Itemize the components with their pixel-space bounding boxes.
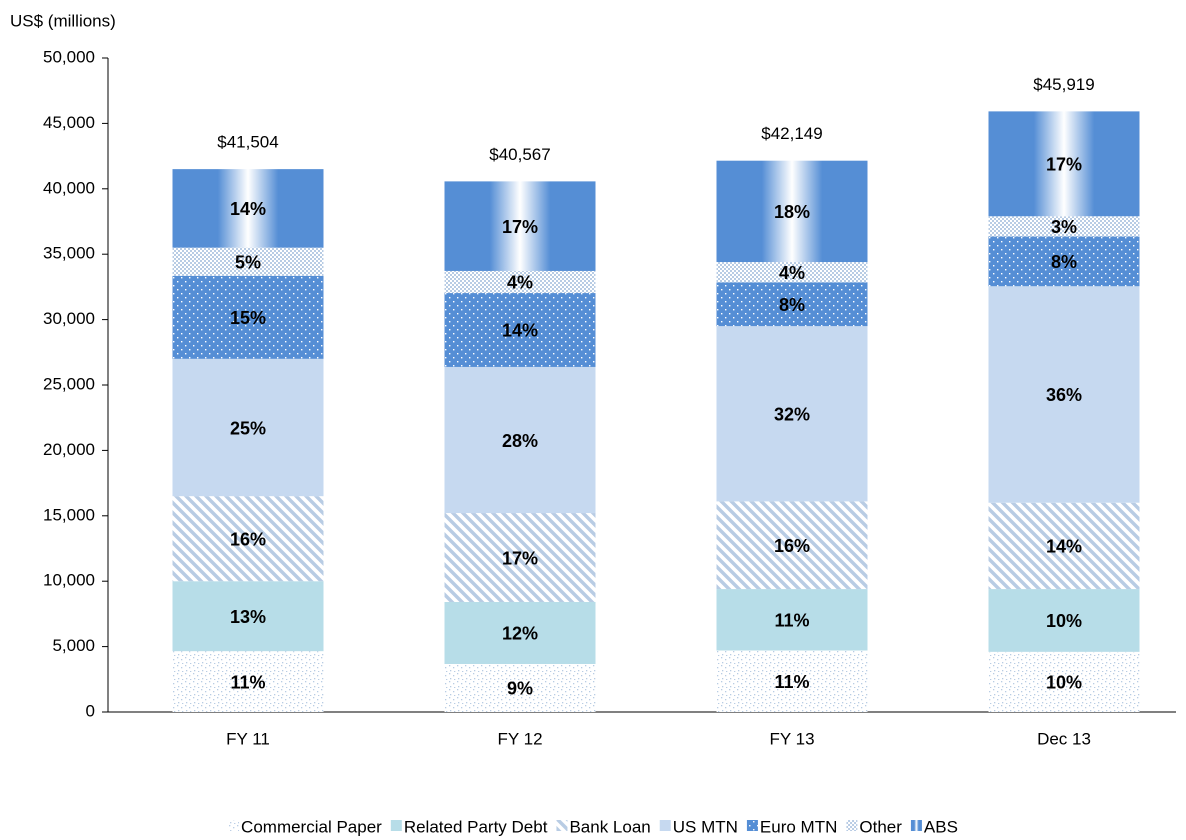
y-tick-label: 15,000 (43, 505, 95, 524)
y-tick-label: 0 (86, 701, 95, 720)
bar-segment (172, 651, 324, 712)
bar-segment (716, 160, 868, 263)
bar-segment (988, 216, 1140, 237)
y-tick-label: 35,000 (43, 244, 95, 263)
bar-segment (444, 663, 596, 712)
bar-segment (172, 169, 324, 248)
segment-label: 32% (774, 405, 810, 425)
segment-label: 10% (1046, 611, 1082, 631)
bar-segment (172, 275, 324, 359)
bar-segment (716, 650, 868, 712)
bar-segment (988, 502, 1140, 590)
legend-label: Bank Loan (569, 817, 650, 836)
segment-label: 9% (507, 679, 533, 699)
x-tick-label: FY 13 (769, 729, 814, 748)
segment-label: 16% (230, 529, 266, 549)
x-tick-label: FY 11 (226, 729, 270, 748)
y-tick-label: 40,000 (43, 178, 95, 197)
bar-segment (444, 601, 596, 664)
segment-label: 28% (502, 431, 538, 451)
bar-segment (988, 236, 1140, 287)
segment-label: 4% (779, 263, 805, 283)
segment-label: 3% (1051, 217, 1077, 237)
legend-swatch (228, 820, 240, 831)
y-tick-label: 10,000 (43, 571, 95, 590)
segment-label: 13% (230, 607, 266, 627)
segment-label: 17% (1046, 155, 1082, 175)
bar-segment (444, 513, 596, 602)
legend-label: ABS (924, 817, 958, 836)
segment-label: 17% (502, 548, 538, 568)
segment-label: 10% (1046, 673, 1082, 693)
total-label: $42,149 (761, 124, 822, 143)
segment-label: 14% (230, 199, 266, 219)
legend-label: Commercial Paper (241, 817, 382, 836)
segment-label: 18% (774, 202, 810, 222)
legend-label: Euro MTN (760, 817, 837, 836)
segment-label: 14% (502, 321, 538, 341)
segment-label: 14% (1046, 537, 1082, 557)
legend-swatch (910, 820, 922, 831)
segment-label: 11% (230, 672, 265, 692)
segment-label: 17% (502, 217, 538, 237)
x-tick-label: FY 12 (497, 729, 542, 748)
bar-segment (444, 366, 596, 514)
y-tick-label: 20,000 (43, 440, 95, 459)
bar-segment (988, 589, 1140, 652)
legend-label: Related Party Debt (404, 817, 548, 836)
bar-segment (716, 501, 868, 590)
bar-segment (444, 293, 596, 367)
segment-label: 11% (774, 672, 809, 692)
y-tick-label: 5,000 (52, 636, 95, 655)
bar-segment (988, 286, 1140, 503)
bar-segment (172, 247, 324, 276)
segment-label: 16% (774, 536, 810, 556)
segment-label: 8% (779, 295, 805, 315)
bar-segment (172, 496, 324, 582)
bar-segment (716, 589, 868, 651)
segment-label: 5% (235, 252, 261, 272)
bar-segment (988, 651, 1140, 712)
segment-label: 36% (1046, 385, 1082, 405)
bar-segment (716, 262, 868, 283)
legend-swatch (659, 820, 671, 831)
segment-label: 4% (507, 273, 533, 293)
y-tick-label: 30,000 (43, 309, 95, 328)
segment-label: 8% (1051, 252, 1077, 272)
bar-segment (172, 358, 324, 497)
segment-label: 12% (502, 624, 538, 644)
bar-segment (444, 181, 596, 271)
legend-swatch (846, 820, 858, 831)
legend-swatch (556, 820, 568, 831)
legend: Commercial Paper Related Party Debt Bank L… (228, 817, 958, 836)
bar-segment (716, 326, 868, 502)
segment-label: 15% (230, 308, 266, 328)
legend-swatch (746, 820, 758, 831)
y-axis-label: US$ (millions) (10, 11, 116, 30)
total-label: $41,504 (217, 133, 278, 152)
bar-segment (444, 270, 596, 294)
y-tick-label: 45,000 (43, 113, 95, 132)
y-tick-label: 50,000 (43, 47, 95, 66)
bar-segment (172, 581, 324, 652)
y-tick-label: 25,000 (43, 374, 95, 393)
legend-swatch (390, 820, 402, 831)
bar-segment (988, 111, 1140, 217)
bar-segment (716, 282, 868, 327)
legend-label: Other (859, 817, 902, 836)
x-tick-label: Dec 13 (1037, 729, 1091, 748)
segment-label: 25% (230, 418, 266, 438)
legend-label: US MTN (673, 817, 738, 836)
segment-label: 11% (774, 611, 809, 631)
total-label: $45,919 (1033, 75, 1094, 94)
total-label: $40,567 (489, 145, 550, 164)
